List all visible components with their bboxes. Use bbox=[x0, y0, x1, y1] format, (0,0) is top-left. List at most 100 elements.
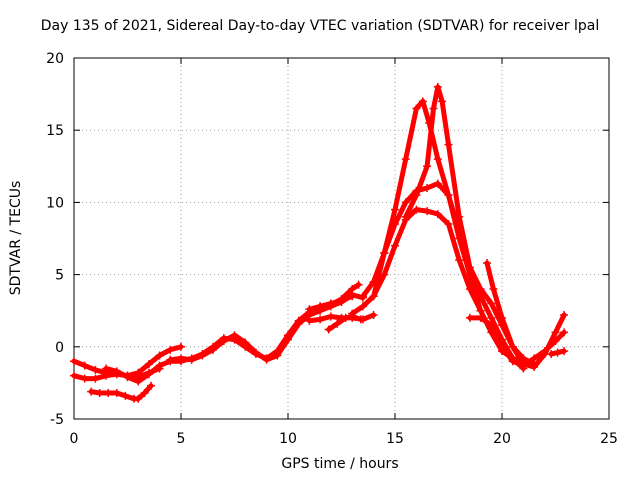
data-point bbox=[551, 328, 560, 337]
data-point bbox=[455, 212, 464, 221]
data-point bbox=[455, 256, 464, 265]
data-point bbox=[104, 389, 113, 398]
data-point bbox=[134, 394, 143, 403]
data-point bbox=[348, 309, 357, 318]
data-point bbox=[87, 387, 96, 396]
data-point bbox=[476, 306, 485, 315]
data-point bbox=[294, 319, 303, 328]
data-point bbox=[369, 311, 378, 320]
data-point bbox=[444, 191, 453, 200]
data-point bbox=[316, 315, 325, 324]
data-point bbox=[530, 354, 539, 363]
data-point bbox=[209, 345, 218, 354]
data-point bbox=[80, 374, 89, 383]
series-arc-14 bbox=[483, 259, 569, 372]
data-point bbox=[147, 381, 156, 390]
data-point bbox=[80, 361, 89, 370]
y-tick-label: 5 bbox=[55, 268, 64, 284]
data-point bbox=[465, 263, 474, 272]
y-tick-label: 20 bbox=[46, 51, 64, 67]
data-point bbox=[380, 248, 389, 257]
data-point bbox=[112, 367, 121, 376]
data-point bbox=[166, 355, 175, 364]
data-point bbox=[433, 209, 442, 218]
chart-title: Day 135 of 2021, Sidereal Day-to-day VTE… bbox=[40, 18, 600, 34]
data-point bbox=[553, 348, 562, 357]
data-point bbox=[95, 389, 104, 398]
x-axis: 0 5 10 15 20 25 bbox=[70, 58, 618, 447]
data-point bbox=[354, 280, 363, 289]
data-point bbox=[140, 389, 149, 398]
data-point bbox=[412, 191, 421, 200]
data-point bbox=[177, 354, 185, 363]
data-point bbox=[273, 351, 282, 360]
data-point bbox=[316, 302, 325, 311]
data-point bbox=[166, 345, 175, 354]
data-point bbox=[401, 212, 410, 221]
data-point bbox=[391, 241, 399, 250]
data-point bbox=[324, 325, 333, 334]
data-point bbox=[348, 285, 357, 294]
data-point bbox=[70, 371, 78, 380]
data-point bbox=[358, 302, 367, 311]
data-point bbox=[134, 377, 143, 386]
data-point bbox=[102, 371, 111, 380]
data-point bbox=[70, 357, 78, 366]
data-point bbox=[198, 351, 207, 360]
data-point bbox=[423, 183, 432, 192]
data-point bbox=[369, 292, 378, 301]
series-arc-12 bbox=[401, 82, 539, 369]
data-point bbox=[560, 347, 569, 356]
series-arc-15 bbox=[547, 347, 569, 359]
data-point bbox=[102, 364, 111, 373]
x-axis-label: GPS time / hours bbox=[281, 456, 399, 472]
y-tick-label: -5 bbox=[50, 412, 64, 428]
data-point bbox=[112, 389, 121, 398]
x-tick-label: 0 bbox=[70, 431, 79, 447]
x-tick-label: 10 bbox=[279, 431, 297, 447]
series-arc-3 bbox=[87, 381, 156, 403]
data-point bbox=[356, 315, 365, 324]
x-tick-label: 25 bbox=[600, 431, 618, 447]
data-point bbox=[476, 313, 485, 322]
series-trace bbox=[403, 84, 537, 367]
data-point bbox=[230, 331, 239, 340]
data-point bbox=[262, 355, 271, 364]
data-point bbox=[433, 155, 442, 164]
data-point bbox=[333, 319, 342, 328]
data-point bbox=[433, 82, 442, 91]
data-point bbox=[155, 351, 164, 360]
data-point bbox=[560, 328, 569, 337]
data-point bbox=[476, 285, 485, 294]
y-tick-label: 0 bbox=[55, 340, 64, 356]
data-point bbox=[438, 97, 447, 106]
data-point bbox=[519, 360, 528, 369]
data-point bbox=[465, 313, 474, 322]
data-point bbox=[401, 198, 410, 207]
data-point bbox=[444, 220, 453, 229]
data-point bbox=[547, 350, 556, 359]
data-point bbox=[251, 348, 260, 357]
data-point bbox=[433, 179, 442, 188]
data-point bbox=[123, 373, 132, 382]
data-point bbox=[418, 97, 427, 106]
data-point bbox=[423, 207, 432, 216]
data-point bbox=[487, 321, 496, 330]
data-point bbox=[423, 162, 432, 171]
data-point bbox=[429, 104, 438, 113]
data-point bbox=[560, 311, 569, 320]
data-point bbox=[498, 342, 506, 351]
data-point bbox=[444, 140, 453, 149]
x-tick-label: 15 bbox=[386, 431, 404, 447]
x-tick-label: 20 bbox=[493, 431, 511, 447]
data-point bbox=[91, 365, 100, 374]
data-series bbox=[70, 82, 569, 403]
data-point bbox=[144, 370, 153, 379]
data-point bbox=[91, 374, 100, 383]
plot-frame bbox=[73, 57, 610, 420]
data-point bbox=[241, 338, 250, 347]
data-point bbox=[489, 285, 498, 294]
data-point bbox=[155, 361, 164, 370]
data-point bbox=[380, 270, 389, 279]
